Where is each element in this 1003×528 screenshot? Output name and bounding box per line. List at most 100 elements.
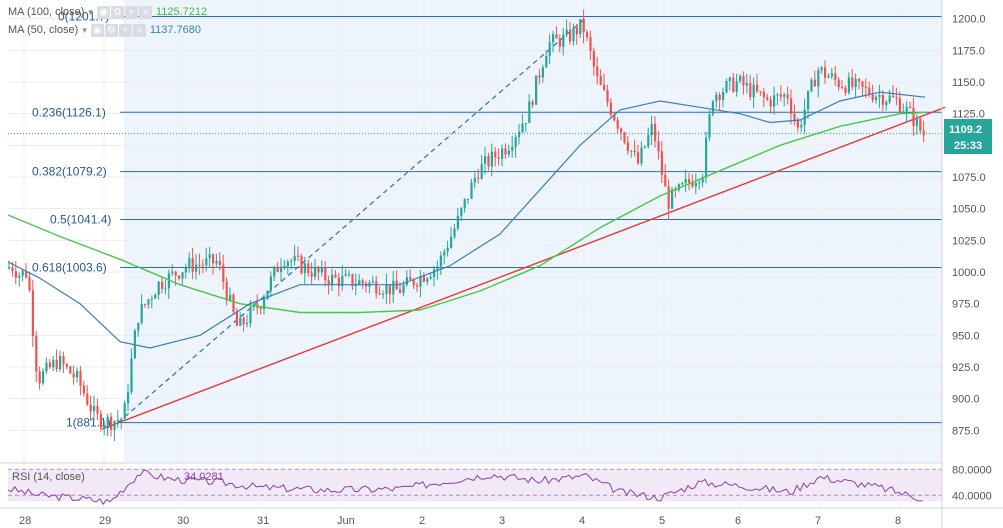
candle-body (38, 371, 41, 384)
candle-body (606, 89, 609, 103)
candle-body (895, 96, 898, 99)
candle-body (96, 405, 99, 414)
settings-icon[interactable]: ⚙ (104, 23, 118, 37)
fib-level-label: 0.382(1079.2) (32, 165, 107, 179)
candle-body (572, 27, 575, 42)
candle-body (596, 66, 599, 77)
candle-body (589, 37, 592, 52)
candle-body (569, 29, 572, 42)
candle-body (178, 275, 181, 279)
candle-body (501, 148, 504, 159)
candle-body (409, 277, 412, 280)
candle-body (235, 311, 238, 326)
candle-body (174, 271, 177, 276)
candle-body (191, 258, 194, 272)
candle-body (99, 413, 102, 428)
candle-body (854, 79, 857, 88)
candle-body (671, 189, 674, 209)
candle-body (354, 284, 357, 287)
candle-body (28, 277, 31, 291)
candle-body (439, 255, 442, 267)
candle-body (484, 156, 487, 164)
candle-body (324, 267, 327, 281)
candle-body (773, 95, 776, 107)
candle-body (783, 94, 786, 97)
candle-body (681, 183, 684, 185)
x-tick-label: 3 (499, 515, 505, 527)
candle-body (382, 293, 385, 295)
candle-body (711, 101, 714, 115)
candle-body (317, 267, 320, 273)
legend-ma100[interactable]: MA (100, close) ▾ ◉ ⚙ + × 1125.7212 (8, 4, 207, 20)
candle-body (844, 87, 847, 93)
candle-body (830, 73, 833, 77)
candle-body (137, 322, 140, 331)
chevron-down-icon[interactable]: ▾ (88, 6, 93, 17)
eye-icon[interactable]: ◉ (96, 5, 110, 19)
candle-body (705, 137, 708, 178)
candle-body (307, 263, 310, 274)
candle-body (824, 67, 827, 78)
candle-body (919, 118, 922, 131)
candle-body (222, 264, 225, 282)
candle-body (463, 199, 466, 209)
candle-body (249, 307, 252, 323)
candle-body (300, 256, 303, 274)
close-icon[interactable]: × (132, 23, 146, 37)
candle-body (807, 90, 810, 110)
candle-body (739, 76, 742, 82)
plus-icon[interactable]: + (124, 5, 138, 19)
legend-ma50[interactable]: MA (50, close) ▾ ◉ ⚙ + × 1137.7680 (8, 22, 201, 38)
candle-body (660, 151, 663, 175)
price-axis[interactable]: 875.0 900.0 925.0 950.0 975.0 1000.0 1025.0 105… (941, 0, 992, 528)
fib-level-label: 0.5(1041.4) (50, 213, 111, 227)
settings-icon[interactable]: ⚙ (110, 5, 124, 19)
time-axis[interactable]: 28 29 30 31 Jun 2 3 4 5 6 7 8 (0, 462, 1003, 527)
candle-body (467, 198, 470, 200)
eye-icon[interactable]: ◉ (90, 23, 104, 37)
candle-body (487, 156, 490, 167)
candle-body (892, 95, 895, 97)
candle-body (473, 177, 476, 183)
rsi-legend-value: 34.0281 (184, 471, 224, 483)
candle-body (497, 157, 500, 159)
candle-body (535, 75, 538, 105)
candle-body (460, 208, 463, 216)
candle-body (266, 290, 269, 300)
candle-body (858, 79, 861, 82)
candle-body (181, 272, 184, 279)
close-icon[interactable]: × (138, 5, 152, 19)
candle-body (232, 294, 235, 312)
candle-body (616, 120, 619, 129)
candle-body (79, 371, 82, 386)
candle-body (103, 425, 106, 428)
candle-body (851, 77, 854, 88)
grid (8, 0, 942, 508)
candle-body (429, 276, 432, 279)
trendlines (101, 15, 946, 430)
candle-body (599, 76, 602, 85)
y-tick-label: 925.0 (952, 362, 980, 374)
chevron-down-icon[interactable]: ▾ (82, 24, 87, 35)
candle-body (725, 81, 728, 92)
ma50-controls: ◉ ⚙ + × (90, 23, 146, 37)
candle-body (31, 290, 34, 336)
candle-body (450, 236, 453, 248)
ma50-legend-value: 1137.7680 (149, 24, 202, 36)
candle-body (188, 258, 191, 268)
candle-body (813, 79, 816, 87)
y-tick-label: 975.0 (952, 299, 980, 311)
plus-icon[interactable]: + (118, 23, 132, 37)
candle-body (371, 281, 374, 283)
candle-body (654, 123, 657, 142)
candle-body (106, 416, 109, 426)
candle-body (613, 114, 616, 121)
candle-body (229, 294, 232, 301)
x-tick-label: 30 (177, 515, 189, 527)
candle-body (161, 281, 164, 289)
fib-level-label: 1(881.1) (66, 416, 111, 430)
candle-body (575, 27, 578, 35)
x-tick-label: 7 (815, 515, 821, 527)
candle-body (694, 182, 697, 187)
